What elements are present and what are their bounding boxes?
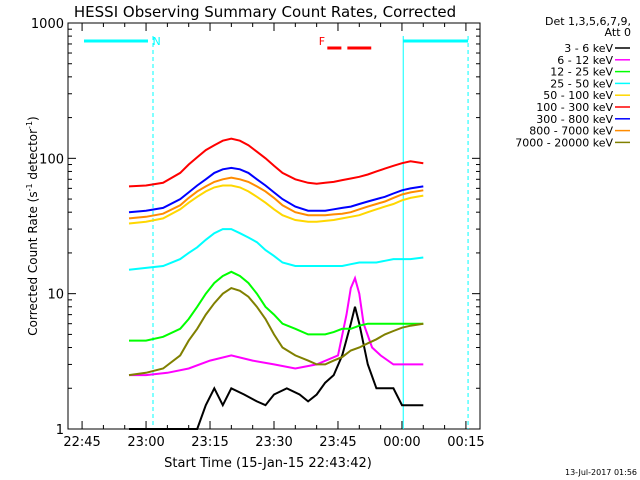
legend-label: 7000 - 20000 keV <box>515 136 613 149</box>
y-tick-label: 10 <box>47 288 64 303</box>
series-line <box>129 275 424 377</box>
series-line <box>128 287 424 377</box>
series-line <box>128 137 424 188</box>
marker-label: F <box>319 35 325 48</box>
legend-label: 300 - 800 keV <box>536 113 613 126</box>
series-line <box>129 306 424 430</box>
legend-label: 25 - 50 keV <box>550 77 613 90</box>
series-line <box>128 176 424 220</box>
x-tick-label: 23:00 <box>127 435 164 450</box>
series-lines <box>128 137 424 430</box>
x-tick-label: 23:15 <box>191 435 228 450</box>
x-axis: 22:45 23:00 23:15 23:30 23:45 00:00 00:15 <box>63 23 485 450</box>
series-line <box>128 228 424 271</box>
legend-header: Det 1,3,5,6,7,9, <box>545 15 631 28</box>
series-line <box>128 166 424 214</box>
series-line <box>128 184 424 225</box>
marker-label: N <box>152 35 160 48</box>
chart-title: HESSI Observing Summary Count Rates, Cor… <box>74 3 456 21</box>
x-tick-label: 22:45 <box>63 435 100 450</box>
y-tick-label: 1 <box>56 423 64 438</box>
y-tick-label: 1000 <box>31 17 64 32</box>
legend-header: Att 0 <box>605 26 631 39</box>
x-tick-label: 23:45 <box>319 435 356 450</box>
legend-label: 100 - 300 keV <box>536 101 613 114</box>
y-axis: 1 10 100 1000 <box>31 17 480 438</box>
footer-timestamp: 13-Jul-2017 01:56 <box>565 468 637 477</box>
legend-label: 3 - 6 keV <box>564 42 613 55</box>
x-tick-label: 23:30 <box>255 435 292 450</box>
x-tick-label: 00:15 <box>447 435 484 450</box>
legend-label: 12 - 25 keV <box>550 66 613 79</box>
y-tick-label: 100 <box>39 152 64 167</box>
plot-frame <box>67 22 481 430</box>
legend-label: 50 - 100 keV <box>543 89 613 102</box>
legend-label: 6 - 12 keV <box>557 54 613 67</box>
x-axis-label: Start Time (15-Jan-15 22:43:42) <box>164 456 372 471</box>
legend-label: 800 - 7000 keV <box>529 125 613 138</box>
y-axis-label: Corrected Count Rate (s-1 detector-1) <box>25 116 40 335</box>
series-line <box>129 270 424 342</box>
x-tick-label: 00:00 <box>383 435 420 450</box>
